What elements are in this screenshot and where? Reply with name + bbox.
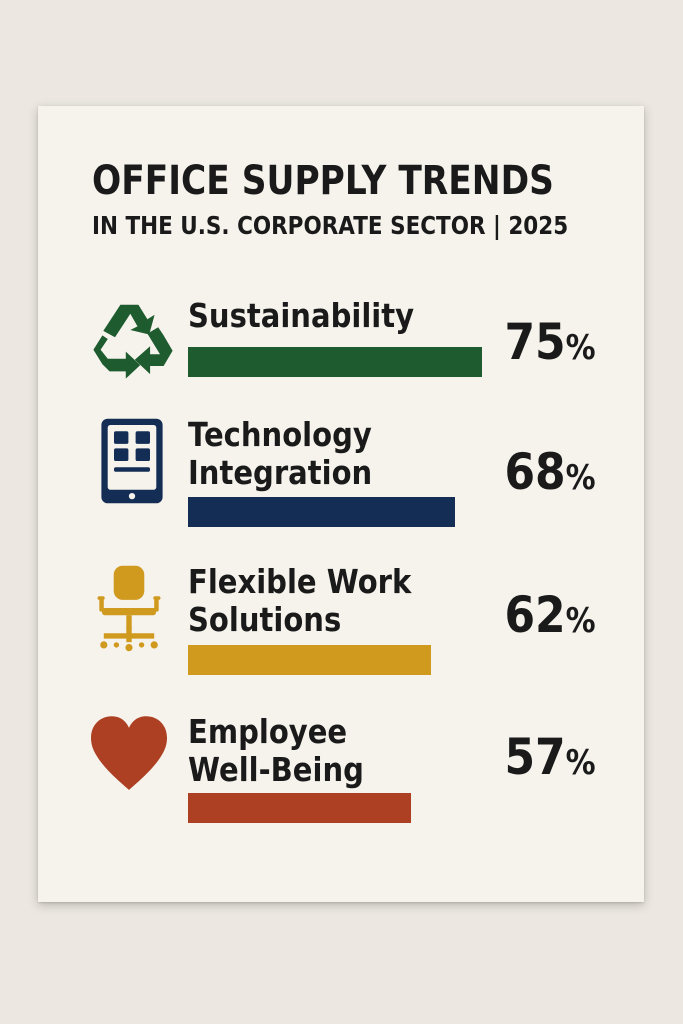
value-label: 68% (505, 444, 596, 506)
bar-track (188, 793, 588, 823)
chart-subtitle: IN THE U.S. CORPORATE SECTOR | 2025 (92, 211, 569, 240)
category-label-line: Flexible Work (188, 562, 412, 601)
category-label-line: Technology (188, 415, 372, 454)
value-unit: % (566, 458, 596, 498)
category-label-line: Well-Being (188, 750, 364, 789)
trend-row-technology: Technology Integration 68% (38, 414, 644, 534)
trend-row-well-being: Employee Well-Being 57% (38, 709, 644, 829)
trend-row-sustainability: Sustainability 75% (38, 292, 644, 392)
category-label-line: Solutions (188, 600, 342, 639)
value-number: 62 (504, 586, 567, 644)
bar-flexible-work (188, 645, 431, 675)
bar-sustainability (188, 347, 482, 377)
infographic-poster: OFFICE SUPPLY TRENDS IN THE U.S. CORPORA… (38, 106, 644, 902)
bar-track (188, 645, 588, 675)
value-unit: % (566, 601, 596, 641)
category-label: Technology Integration (188, 416, 372, 492)
category-label: Flexible Work Solutions (188, 563, 411, 639)
value-number: 68 (504, 443, 567, 501)
recycle-icon (93, 304, 173, 379)
tablet-icon (101, 418, 163, 504)
value-label: 75% (505, 314, 596, 376)
chart-title: OFFICE SUPPLY TRENDS (92, 158, 554, 204)
category-label: Employee Well-Being (188, 713, 364, 789)
value-number: 75 (504, 313, 567, 371)
category-label-line: Employee (188, 712, 348, 751)
bar-track (188, 347, 588, 377)
bar-well-being (188, 793, 411, 823)
bar-technology (188, 497, 455, 527)
heart-icon (91, 716, 167, 790)
value-number: 57 (504, 728, 567, 786)
value-unit: % (566, 328, 596, 368)
category-label-line: Integration (188, 453, 373, 492)
value-label: 57% (505, 729, 596, 791)
value-unit: % (566, 743, 596, 783)
office-chair-icon (97, 565, 161, 652)
category-label: Sustainability (188, 297, 414, 335)
bar-track (188, 497, 588, 527)
category-label-line: Sustainability (188, 296, 415, 335)
value-label: 62% (505, 587, 596, 649)
trend-row-flexible-work: Flexible Work Solutions 62% (38, 561, 644, 681)
